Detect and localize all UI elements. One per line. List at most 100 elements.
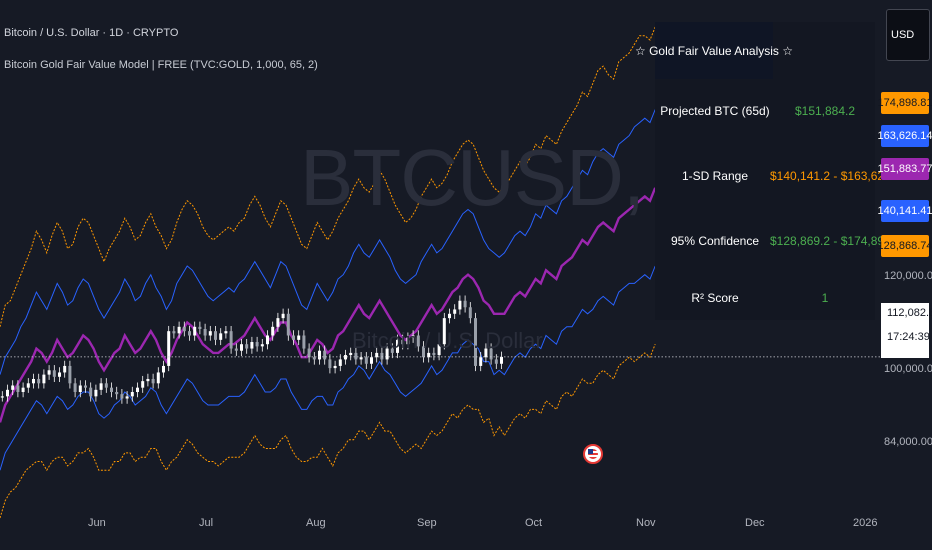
row-value-projected: $151,884.2 bbox=[794, 104, 856, 118]
row-label-r2: R² Score bbox=[691, 291, 739, 305]
price-candle bbox=[6, 389, 9, 397]
x-label-jul: Jul bbox=[199, 517, 214, 529]
lower-95-line bbox=[0, 344, 656, 519]
price-candle bbox=[354, 352, 358, 360]
tag-upper95: 174,898.81 bbox=[877, 92, 932, 114]
price-candle bbox=[458, 300, 462, 310]
price-candle bbox=[188, 331, 191, 336]
us-flag-event-icon[interactable] bbox=[583, 444, 603, 464]
row-value-95: $128,869.2 - $174,899.2 bbox=[770, 234, 901, 248]
currency-button[interactable]: USD bbox=[886, 9, 930, 61]
price-axis[interactable] bbox=[881, 0, 932, 550]
price-candle bbox=[198, 326, 202, 329]
price-candle bbox=[390, 348, 394, 353]
price-candle bbox=[73, 383, 77, 393]
lower-1sd-line bbox=[0, 265, 656, 471]
price-candle bbox=[401, 339, 405, 345]
price-candle bbox=[479, 357, 483, 366]
price-candle bbox=[260, 344, 264, 347]
price-candle bbox=[276, 318, 280, 327]
price-candle bbox=[344, 355, 347, 360]
price-candle bbox=[182, 326, 186, 332]
price-candle bbox=[234, 348, 238, 351]
price-candle bbox=[328, 359, 332, 369]
x-label-2026: 2026 bbox=[853, 517, 878, 529]
x-label-nov: Nov bbox=[636, 517, 656, 529]
price-candle bbox=[84, 385, 87, 388]
price-candle bbox=[63, 365, 67, 373]
price-candle bbox=[224, 331, 228, 334]
price-candle bbox=[292, 335, 295, 340]
price-candle bbox=[203, 328, 207, 336]
price-candle bbox=[448, 313, 451, 319]
price-candle bbox=[16, 385, 20, 393]
price-candle bbox=[432, 352, 436, 356]
tag-lower95: 128,868.74 bbox=[877, 235, 932, 257]
price-candle bbox=[130, 392, 134, 397]
price-candle bbox=[146, 378, 150, 382]
bar-countdown: 17:24:39 bbox=[887, 331, 930, 343]
x-label-aug: Aug bbox=[306, 517, 326, 529]
price-candle bbox=[104, 383, 108, 388]
price-candle bbox=[125, 396, 129, 399]
price-candle bbox=[468, 307, 472, 319]
price-candle bbox=[385, 348, 389, 360]
price-candle bbox=[89, 387, 93, 397]
price-candle bbox=[489, 348, 493, 360]
price-candle bbox=[453, 309, 457, 314]
price-candle bbox=[37, 378, 41, 384]
price-candle bbox=[266, 335, 269, 345]
price-candle bbox=[26, 383, 30, 388]
x-label-jun: Jun bbox=[88, 517, 106, 529]
symbol-title[interactable]: Bitcoin / U.S. Dollar · 1D · CRYPTO bbox=[4, 27, 179, 39]
y-tick-100000: 100,000.00 bbox=[884, 363, 932, 375]
name-watermark: Bitcoin / U.S. Dollar bbox=[352, 328, 543, 353]
price-candle bbox=[110, 387, 113, 393]
price-candle bbox=[99, 383, 103, 390]
x-label-sep: Sep bbox=[417, 517, 437, 529]
price-candle bbox=[255, 342, 259, 347]
price-candle bbox=[271, 326, 275, 336]
indicator-legend[interactable]: Bitcoin Gold Fair Value Model | FREE (TV… bbox=[4, 59, 318, 71]
price-candle bbox=[120, 394, 124, 399]
price-candle bbox=[427, 352, 431, 358]
price-candle bbox=[406, 337, 410, 345]
price-candle bbox=[21, 387, 25, 393]
price-candle bbox=[0, 396, 4, 398]
price-candle bbox=[136, 387, 139, 393]
price-candle bbox=[333, 365, 337, 369]
price-candle bbox=[463, 300, 467, 308]
price-candle bbox=[494, 359, 498, 364]
price-candle bbox=[286, 313, 290, 336]
price-candle bbox=[380, 352, 384, 360]
row-label-1sd: 1-SD Range bbox=[681, 169, 749, 183]
price-candle bbox=[484, 348, 488, 358]
price-candle bbox=[47, 370, 51, 375]
row-value-1sd: $140,141.2 - $163,626.2 bbox=[770, 169, 901, 183]
price-candle bbox=[281, 313, 285, 319]
y-tick-84000: 84,000.00 bbox=[884, 436, 932, 448]
price-candle bbox=[219, 333, 223, 340]
price-candle bbox=[437, 344, 441, 356]
price-candle bbox=[177, 326, 181, 334]
price-candle bbox=[172, 331, 176, 334]
price-candle bbox=[94, 389, 98, 397]
price-candle bbox=[42, 374, 46, 384]
price-candle bbox=[307, 348, 311, 358]
price-candle bbox=[214, 331, 217, 340]
last-price: 112,082.81 bbox=[887, 307, 932, 319]
price-candle bbox=[297, 335, 301, 340]
price-candle bbox=[68, 365, 72, 384]
price-candle bbox=[151, 378, 155, 384]
last-price-tag: 112,082.81 17:24:39 bbox=[881, 303, 932, 358]
price-candle bbox=[78, 385, 82, 393]
price-candle bbox=[416, 335, 420, 347]
price-candle bbox=[359, 357, 363, 360]
price-candle bbox=[474, 318, 477, 366]
row-label-95: 95% Confidence bbox=[670, 234, 760, 248]
price-candle bbox=[58, 372, 61, 377]
price-candle bbox=[422, 346, 425, 358]
tag-upper1sd: 163,626.14 bbox=[877, 125, 932, 147]
